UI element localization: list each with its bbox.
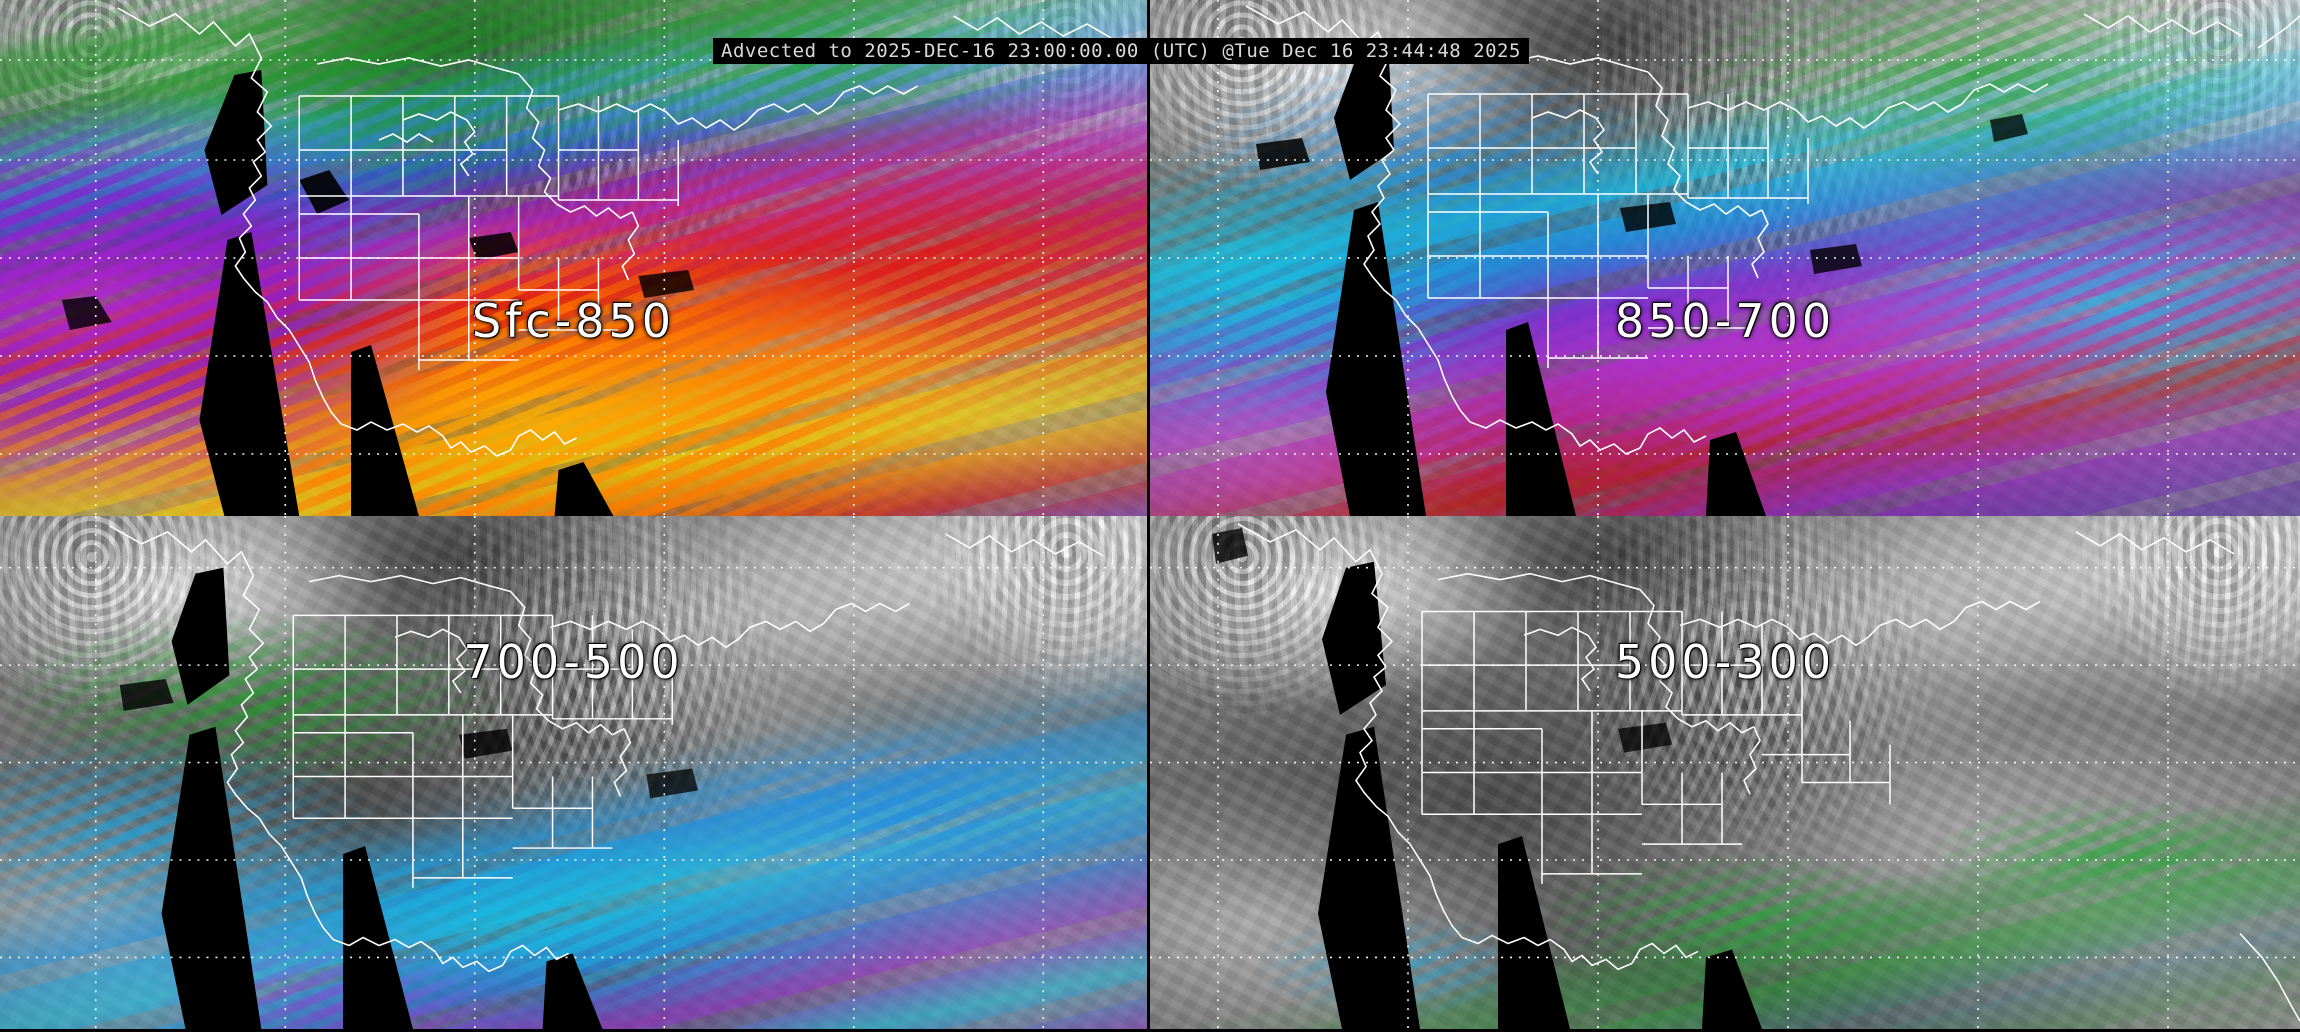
panel-sfc-850[interactable]: Sfc-850 <box>0 0 1150 516</box>
panel-700-500[interactable]: 700-500 <box>0 516 1150 1032</box>
panel-500-300[interactable]: 500-300 <box>1150 516 2300 1032</box>
moisture-filaments-sfc-850 <box>0 0 1147 516</box>
moisture-filaments-500-300 <box>1150 516 2300 1029</box>
moisture-filaments-700-500 <box>0 516 1147 1029</box>
product-title-bar: Advected to 2025-DEC-16 23:00:00.00 (UTC… <box>713 38 1529 64</box>
panel-850-700[interactable]: 850-700 <box>1150 0 2300 516</box>
moisture-filaments-850-700 <box>1150 0 2300 516</box>
